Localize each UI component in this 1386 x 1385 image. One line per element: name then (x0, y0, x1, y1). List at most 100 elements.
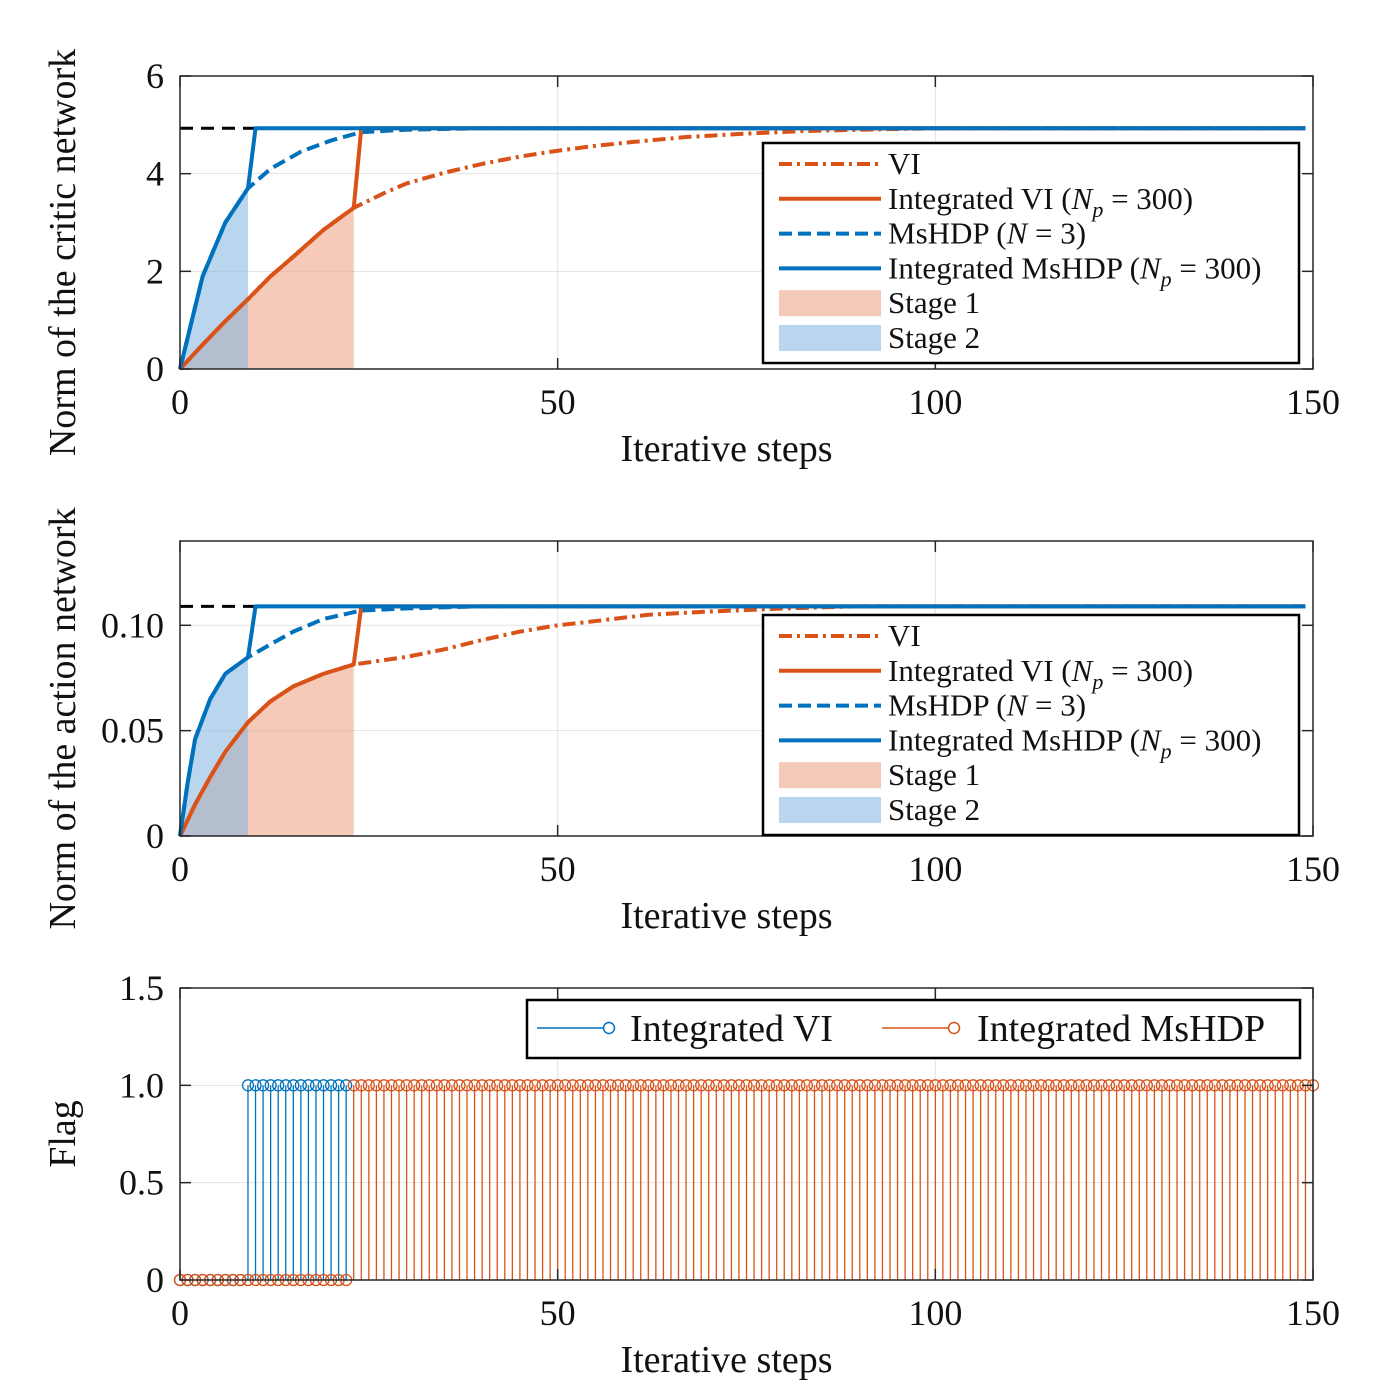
stage-fill-stage-2 (180, 657, 248, 836)
stem-marker (513, 1079, 527, 1092)
legend-label: Stage 2 (888, 792, 980, 827)
stem-marker (732, 1079, 746, 1092)
stem-marker (702, 1079, 715, 1092)
stem-marker (1087, 1079, 1101, 1092)
legend-text-part: = 300) (1172, 250, 1262, 285)
stem-marker (1095, 1079, 1108, 1092)
stem-marker (400, 1079, 413, 1092)
stem-marker (1253, 1079, 1267, 1092)
legend-text-part: VI (888, 618, 921, 653)
stem-marker (1246, 1079, 1259, 1092)
legend-label: VI (888, 146, 921, 181)
y-tick-label: 2 (146, 251, 164, 291)
stem-marker (272, 1079, 285, 1092)
legend-label: VI (888, 618, 921, 653)
y-axis-label: Norm of the critic network (42, 49, 84, 456)
stem-marker (415, 1079, 428, 1092)
stem-marker (1102, 1079, 1116, 1092)
stem-marker (876, 1079, 889, 1092)
y-tick-label: 0 (146, 1260, 164, 1300)
legend-text-part: N (1139, 250, 1163, 285)
legend-text-part: Integrated VI ( (888, 653, 1072, 688)
series-line-integrated-vi (178, 604, 1306, 837)
stem-marker (1050, 1079, 1063, 1092)
x-tick-label: 0 (171, 849, 189, 889)
stem-marker (611, 1079, 625, 1092)
stem-marker (883, 1079, 897, 1092)
stem-marker (475, 1079, 489, 1092)
stem-marker (1276, 1079, 1289, 1092)
y-tick-label: 0.5 (119, 1163, 164, 1203)
legend-text-part: N (1006, 688, 1030, 723)
series-line-vi (178, 604, 1306, 837)
stem-marker (619, 1079, 632, 1092)
stem-marker (815, 1079, 829, 1092)
stem-marker (506, 1079, 519, 1092)
stem-marker (1057, 1079, 1070, 1092)
stem-marker (778, 1079, 791, 1092)
legend-label: Integrated MsHDP (Np = 300) (888, 722, 1261, 763)
stem-marker (1072, 1079, 1085, 1092)
legend-patch-swatch (779, 290, 881, 317)
y-axis-label: Norm of the action network (42, 507, 84, 929)
legend-label: Integrated MsHDP (Np = 300) (888, 250, 1261, 291)
stem-marker (324, 1079, 338, 1092)
stem-marker (294, 1079, 308, 1092)
stem-marker (249, 1079, 262, 1092)
stem-marker (385, 1079, 398, 1092)
legend-text-part: = 3) (1027, 216, 1086, 251)
axes-frame (179, 540, 1314, 837)
stem-marker (483, 1079, 496, 1092)
stem-marker (566, 1079, 579, 1092)
legend-text-part: Stage 1 (888, 757, 980, 792)
series-line-integrated-vi (178, 126, 1306, 371)
legend-text-part: MsHDP ( (888, 216, 1007, 251)
stem-marker (725, 1079, 738, 1092)
stem-marker (279, 1079, 292, 1092)
stem-marker (944, 1079, 957, 1092)
legend-text-part: = 300) (1172, 722, 1262, 757)
stem-marker (846, 1079, 859, 1092)
stem-marker (982, 1079, 995, 1092)
stem-marker (891, 1079, 904, 1092)
stem-marker (770, 1079, 783, 1092)
stem-marker (1019, 1079, 1033, 1092)
stem-marker (264, 1079, 277, 1092)
stem-marker (951, 1079, 965, 1092)
stem-marker (823, 1079, 836, 1092)
y-axis-label: Flag (42, 1100, 84, 1168)
stem-marker (438, 1079, 451, 1092)
series-line-integrated-mshdp (178, 604, 1306, 837)
stem-marker (1261, 1079, 1274, 1092)
legend-text-part: p (1090, 669, 1103, 694)
stem-marker (1140, 1079, 1153, 1092)
legend-patch-swatch (779, 325, 881, 351)
stem-marker (1133, 1079, 1146, 1092)
legend-label: Stage 1 (888, 285, 980, 320)
stem-marker (830, 1079, 844, 1092)
stem-marker (929, 1079, 942, 1092)
stem-marker (974, 1079, 987, 1092)
stem-marker (906, 1079, 919, 1092)
stem-marker (717, 1079, 730, 1092)
stem-marker (710, 1079, 723, 1092)
stem-marker (408, 1079, 421, 1092)
legend-label: Integrated VI (630, 1008, 833, 1050)
stem-marker (604, 1079, 617, 1092)
axes-frame (179, 75, 1314, 370)
legend-label: Stage 1 (888, 757, 980, 792)
legend-text-part: = 300) (1103, 653, 1193, 688)
legend-patch-swatch (779, 797, 881, 823)
stem-marker (853, 1079, 866, 1092)
stem-marker (362, 1079, 375, 1092)
stem-marker (1185, 1079, 1199, 1092)
stem-marker (528, 1079, 542, 1092)
legend-marker-icon (947, 1021, 961, 1035)
x-tick-label: 100 (908, 382, 962, 422)
stem-marker (649, 1079, 663, 1092)
stem-marker (898, 1079, 912, 1092)
stem-marker (679, 1079, 693, 1092)
stem-marker (423, 1079, 436, 1092)
